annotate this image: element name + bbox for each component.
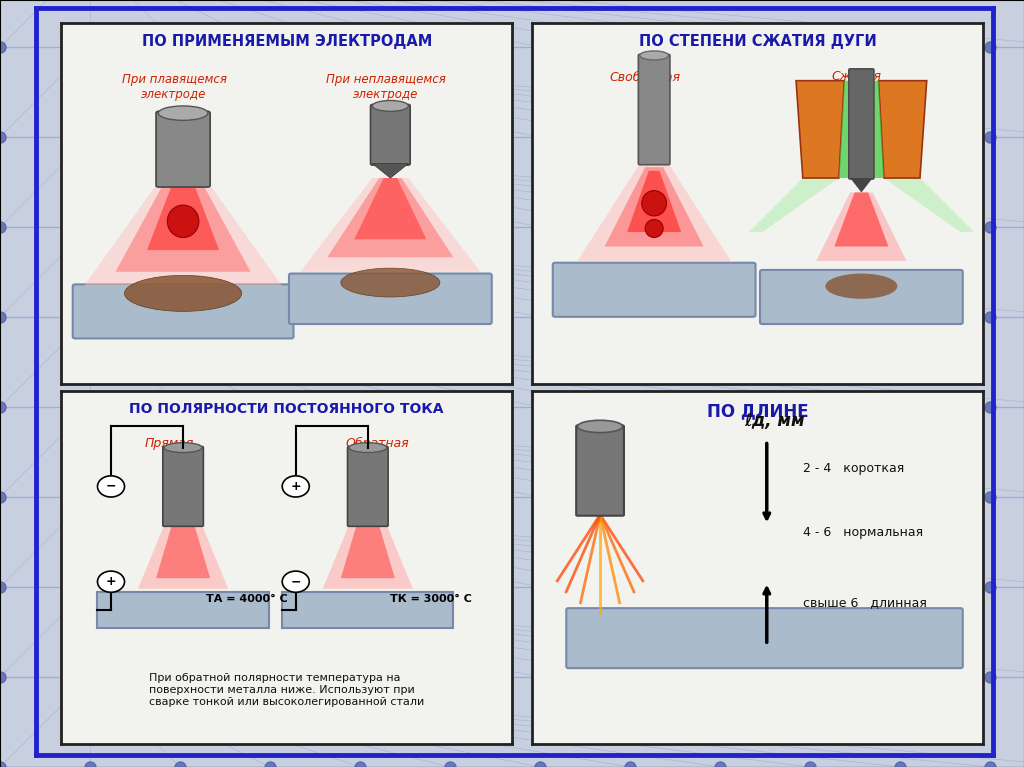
Ellipse shape: [825, 274, 897, 299]
Polygon shape: [323, 525, 413, 589]
Polygon shape: [147, 186, 219, 250]
FancyBboxPatch shape: [371, 104, 411, 165]
Text: +: +: [105, 575, 117, 588]
Ellipse shape: [125, 275, 242, 311]
Text: Прямая: Прямая: [145, 437, 195, 450]
FancyBboxPatch shape: [638, 54, 670, 165]
Text: ℓд, мм: ℓд, мм: [744, 413, 805, 430]
FancyBboxPatch shape: [163, 446, 204, 526]
Polygon shape: [116, 186, 251, 272]
Polygon shape: [850, 178, 872, 193]
Circle shape: [97, 571, 125, 592]
Bar: [283, 592, 454, 627]
Text: свыше 6   длинная: свыше 6 длинная: [803, 597, 927, 609]
Ellipse shape: [645, 219, 664, 238]
Text: При плавящемся
электроде: При плавящемся электроде: [122, 74, 226, 101]
Ellipse shape: [349, 443, 387, 453]
Polygon shape: [328, 178, 454, 258]
Text: ТА = 4000° С: ТА = 4000° С: [206, 594, 288, 604]
Polygon shape: [879, 81, 927, 178]
Ellipse shape: [373, 100, 409, 111]
Polygon shape: [869, 81, 884, 178]
Text: −: −: [291, 575, 301, 588]
Ellipse shape: [164, 443, 202, 453]
Polygon shape: [839, 81, 853, 178]
Text: 2 - 4   короткая: 2 - 4 короткая: [803, 463, 904, 476]
Circle shape: [97, 476, 125, 497]
FancyBboxPatch shape: [156, 111, 210, 187]
Polygon shape: [835, 193, 889, 246]
FancyBboxPatch shape: [577, 426, 624, 515]
Ellipse shape: [167, 205, 199, 238]
Polygon shape: [373, 163, 409, 178]
Polygon shape: [749, 178, 839, 232]
Polygon shape: [341, 525, 395, 578]
Polygon shape: [604, 167, 703, 246]
Polygon shape: [354, 178, 426, 239]
Ellipse shape: [578, 420, 623, 433]
Polygon shape: [884, 178, 974, 232]
Ellipse shape: [640, 51, 669, 60]
Text: 4 - 6   нормальная: 4 - 6 нормальная: [803, 526, 923, 538]
FancyBboxPatch shape: [553, 263, 756, 317]
Circle shape: [283, 571, 309, 592]
Polygon shape: [156, 525, 210, 578]
FancyBboxPatch shape: [289, 274, 492, 324]
FancyBboxPatch shape: [849, 69, 874, 179]
Polygon shape: [796, 81, 844, 178]
Bar: [97, 592, 268, 627]
Text: ПО ПОЛЯРНОСТИ ПОСТОЯННОГО ТОКА: ПО ПОЛЯРНОСТИ ПОСТОЯННОГО ТОКА: [129, 402, 444, 416]
Text: При обратной полярности температура на
поверхности металла ниже. Используют при
: При обратной полярности температура на п…: [150, 673, 424, 706]
Text: +: +: [291, 480, 301, 493]
FancyBboxPatch shape: [760, 270, 963, 324]
FancyBboxPatch shape: [73, 285, 294, 338]
Ellipse shape: [341, 268, 440, 297]
Polygon shape: [84, 186, 283, 286]
Polygon shape: [627, 171, 681, 232]
Circle shape: [283, 476, 309, 497]
Text: ТК = 3000° С: ТК = 3000° С: [390, 594, 472, 604]
Polygon shape: [138, 525, 228, 589]
Text: При неплавящемся
электроде: При неплавящемся электроде: [326, 74, 445, 101]
FancyBboxPatch shape: [347, 446, 388, 526]
Polygon shape: [578, 163, 731, 261]
Text: ПО СТЕПЕНИ СЖАТИЯ ДУГИ: ПО СТЕПЕНИ СЖАТИЯ ДУГИ: [639, 34, 877, 49]
Polygon shape: [816, 193, 906, 261]
Text: ПО ПРИМЕНЯЕМЫМ ЭЛЕКТРОДАМ: ПО ПРИМЕНЯЕМЫМ ЭЛЕКТРОДАМ: [141, 34, 432, 49]
Text: Обратная: Обратная: [345, 437, 409, 450]
Text: Свободная: Свободная: [609, 70, 681, 83]
Polygon shape: [300, 178, 480, 272]
Text: ПО ДЛИНЕ: ПО ДЛИНЕ: [707, 402, 809, 420]
Ellipse shape: [642, 191, 667, 216]
Text: −: −: [105, 480, 117, 493]
FancyBboxPatch shape: [566, 608, 963, 668]
Ellipse shape: [159, 106, 208, 120]
Text: Сжатая: Сжатая: [831, 70, 882, 83]
